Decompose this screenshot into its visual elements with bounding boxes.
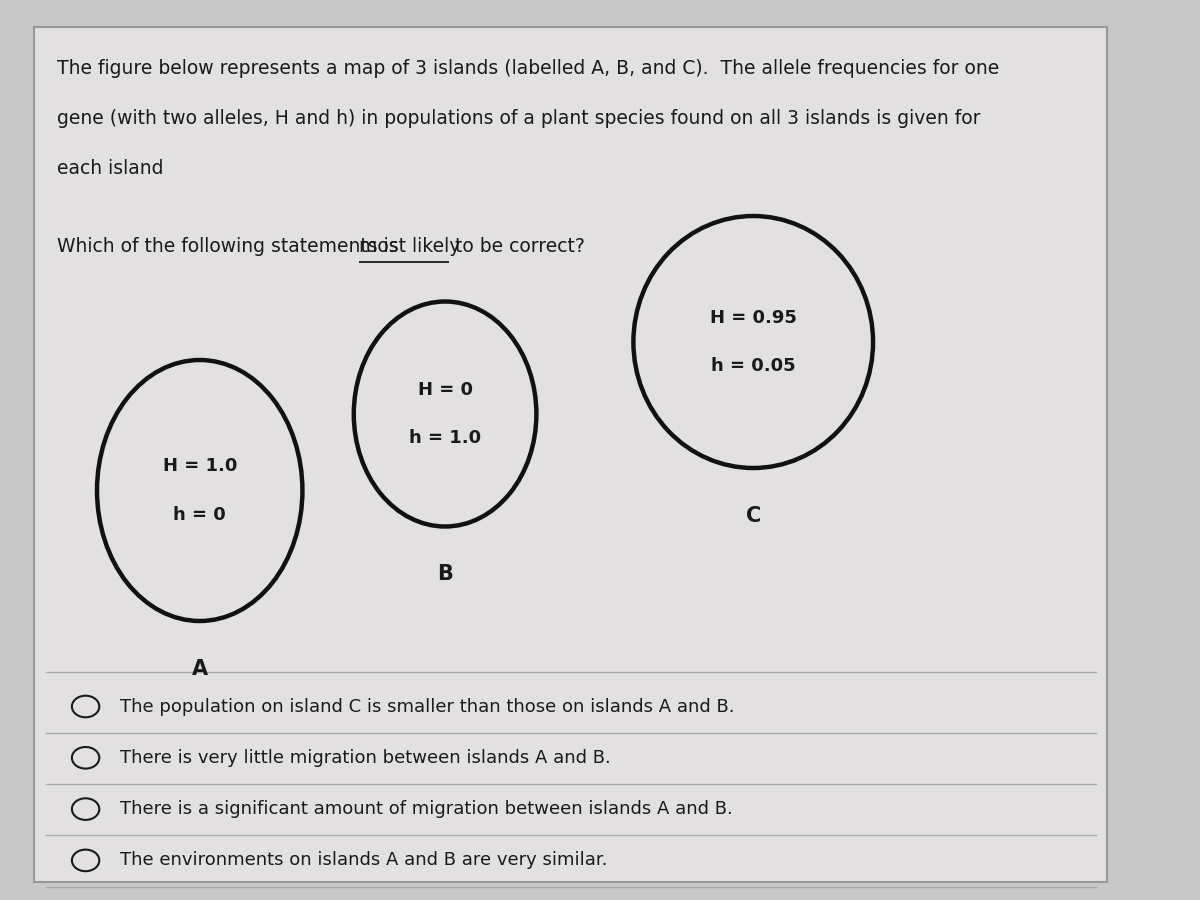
Text: each island: each island [58,159,163,178]
Ellipse shape [634,216,874,468]
Text: The environments on islands A and B are very similar.: The environments on islands A and B are … [120,851,607,869]
Text: H = 0: H = 0 [418,381,473,399]
Text: H = 0.95: H = 0.95 [709,309,797,327]
Text: There is very little migration between islands A and B.: There is very little migration between i… [120,749,611,767]
Text: Which of the following statements is: Which of the following statements is [58,237,404,256]
Text: B: B [437,564,454,584]
Text: C: C [745,506,761,526]
Text: gene (with two alleles, H and h) in populations of a plant species found on all : gene (with two alleles, H and h) in popu… [58,109,980,128]
Text: h = 1.0: h = 1.0 [409,429,481,447]
Text: H = 1.0: H = 1.0 [162,457,236,475]
Text: A: A [192,659,208,679]
Text: h = 0.05: h = 0.05 [710,357,796,375]
Text: The figure below represents a map of 3 islands (labelled A, B, and C).  The alle: The figure below represents a map of 3 i… [58,58,1000,77]
Ellipse shape [354,302,536,526]
Text: to be correct?: to be correct? [449,237,584,256]
Text: There is a significant amount of migration between islands A and B.: There is a significant amount of migrati… [120,800,732,818]
Ellipse shape [97,360,302,621]
Text: h = 0: h = 0 [173,506,226,524]
Text: The population on island C is smaller than those on islands A and B.: The population on island C is smaller th… [120,698,734,716]
Text: most likely: most likely [359,237,461,256]
FancyBboxPatch shape [35,27,1108,882]
